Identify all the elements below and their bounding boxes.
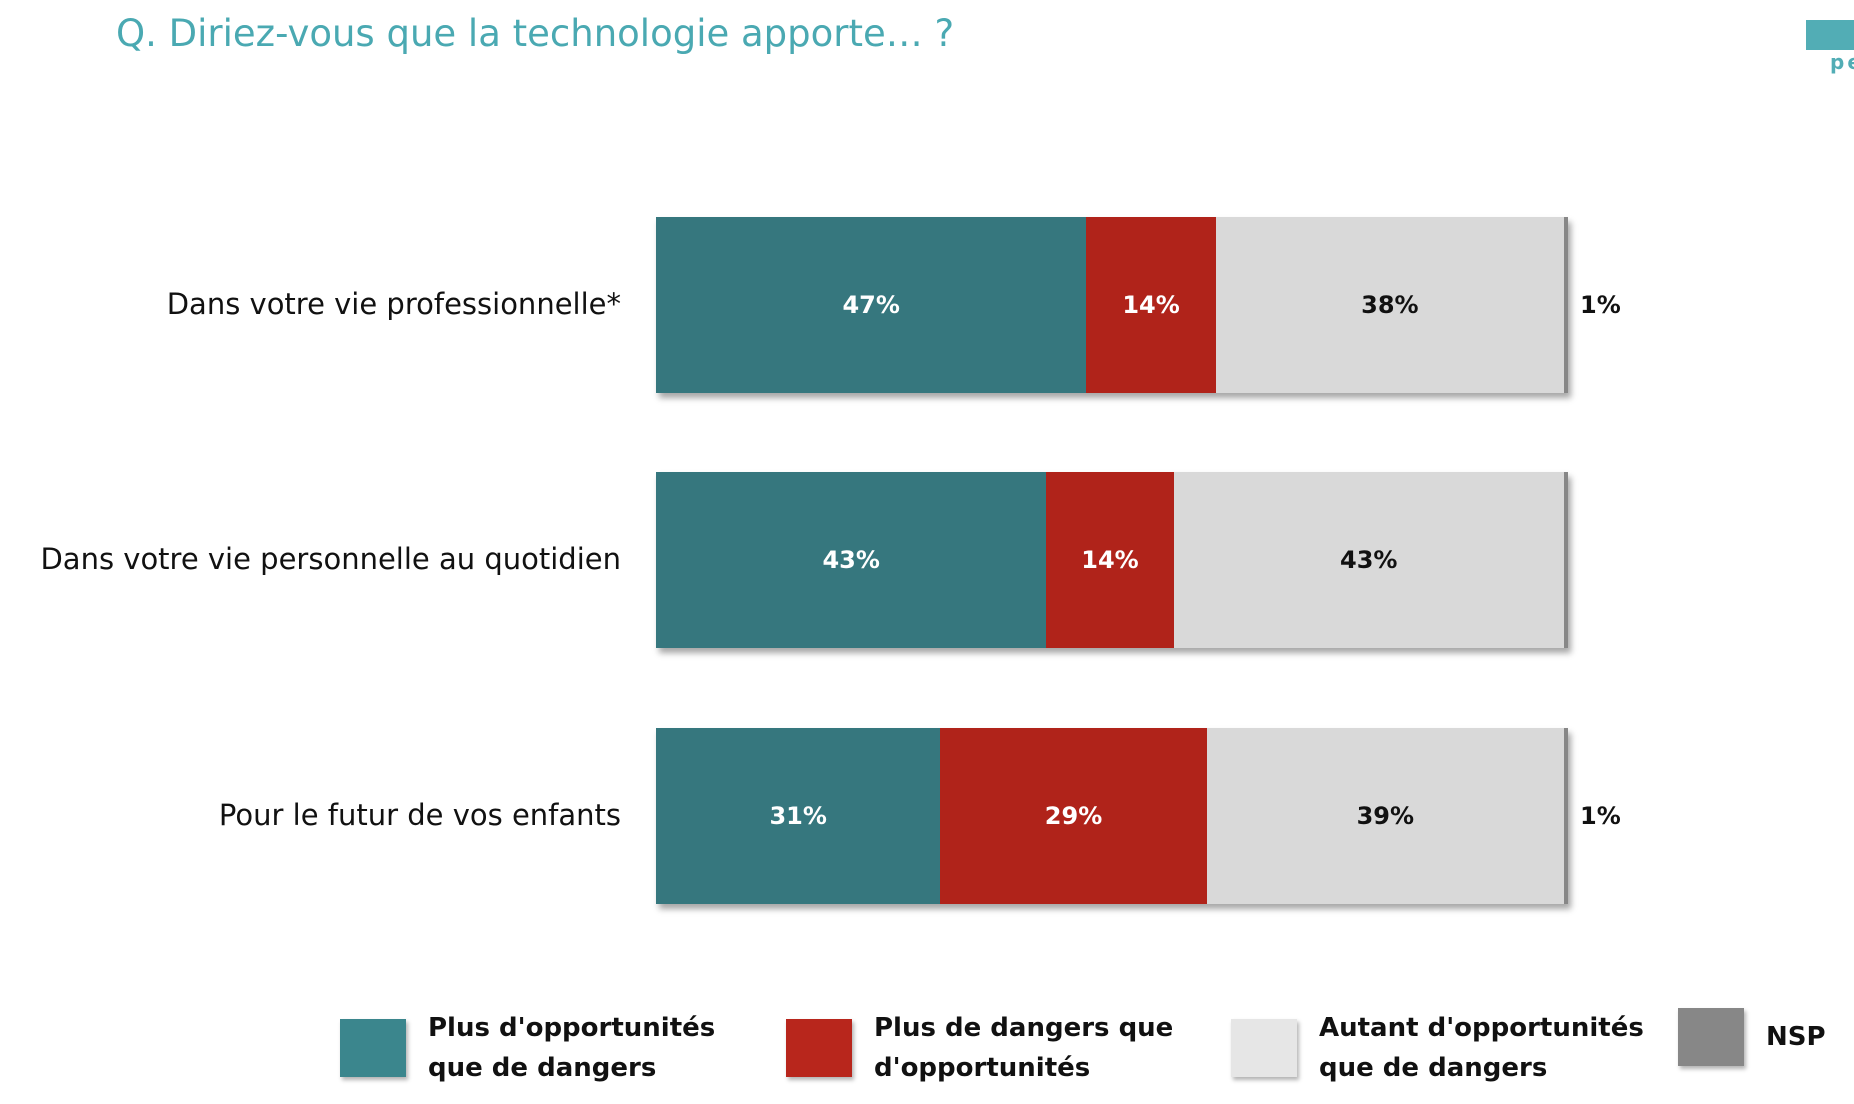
bar-segment: 39% <box>1206 728 1565 904</box>
bar-segment: 43% <box>1173 472 1564 648</box>
bar-segment: 47% <box>656 217 1087 393</box>
bar-row: 31% 29% 39% <box>656 728 1569 904</box>
legend-item: Plus de dangers que d'opportunités <box>786 1008 1173 1088</box>
legend-item: Autant d'opportunités que de dangers <box>1231 1008 1644 1088</box>
category-label: Dans votre vie professionnelle* <box>166 287 621 321</box>
bar-segment: 29% <box>940 728 1207 904</box>
data-label: 14% <box>1081 546 1139 574</box>
legend-swatch <box>1231 1019 1297 1077</box>
legend-swatch <box>340 1019 406 1077</box>
bar-row: 47% 14% 38% <box>656 217 1568 393</box>
data-label: 31% <box>769 802 827 830</box>
bar-segment: 14% <box>1046 472 1174 648</box>
bar-segment: 43% <box>656 472 1047 648</box>
legend-label: Autant d'opportunités que de dangers <box>1319 1013 1644 1083</box>
legend-label: Plus de dangers que d'opportunités <box>874 1013 1174 1083</box>
bar-segment: 38% <box>1215 217 1564 393</box>
legend-item: Plus d'opportunités que de dangers <box>340 1008 715 1088</box>
legend-swatch <box>1678 1008 1744 1066</box>
data-label-nsp: 1% <box>1580 802 1621 830</box>
data-label: 43% <box>1340 546 1398 574</box>
logo-text: pe <box>1830 50 1854 74</box>
data-label: 14% <box>1122 291 1180 319</box>
data-label: 38% <box>1361 291 1419 319</box>
bar-row: 43% 14% 43% <box>656 472 1568 648</box>
category-label: Pour le futur de vos enfants <box>218 798 621 832</box>
category-label: Dans votre vie personnelle au quotidien <box>40 542 621 576</box>
bar-segment: 14% <box>1086 217 1216 393</box>
legend-item: NSP <box>1678 1008 1826 1066</box>
data-label: 47% <box>842 291 900 319</box>
bar-segment <box>1563 472 1568 648</box>
legend-label: Plus d'opportunités que de dangers <box>428 1013 716 1083</box>
bar-segment <box>1564 728 1569 904</box>
legend-swatch <box>786 1019 852 1077</box>
bar-segment: 31% <box>656 728 941 904</box>
legend-label: NSP <box>1766 1022 1826 1052</box>
bar-segment <box>1564 217 1568 393</box>
data-label-nsp: 1% <box>1580 291 1621 319</box>
logo-mark <box>1806 20 1854 50</box>
chart-title: Q. Diriez-vous que la technologie apport… <box>116 12 955 55</box>
data-label: 39% <box>1356 802 1415 830</box>
data-label: 29% <box>1044 802 1103 830</box>
data-label: 43% <box>822 546 880 574</box>
